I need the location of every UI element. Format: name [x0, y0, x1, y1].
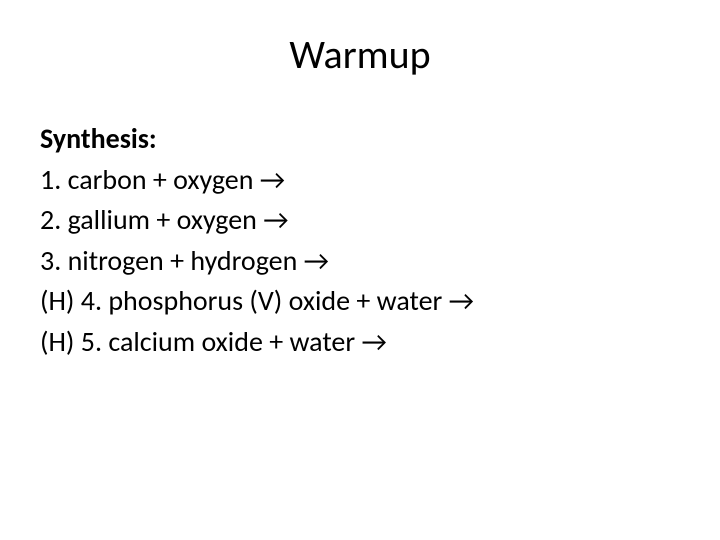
list-item: 1. carbon + oxygen →	[40, 160, 680, 201]
slide-container: Warmup Synthesis: 1. carbon + oxygen → 2…	[0, 0, 720, 540]
slide-title: Warmup	[40, 30, 680, 79]
list-item: 3. nitrogen + hydrogen →	[40, 241, 680, 282]
slide-content: Synthesis: 1. carbon + oxygen → 2. galli…	[40, 119, 680, 363]
list-item: (H) 5. calcium oxide + water →	[40, 322, 680, 363]
list-item: (H) 4. phosphorus (V) oxide + water →	[40, 281, 680, 322]
section-heading: Synthesis:	[40, 119, 680, 160]
list-item: 2. gallium + oxygen →	[40, 200, 680, 241]
